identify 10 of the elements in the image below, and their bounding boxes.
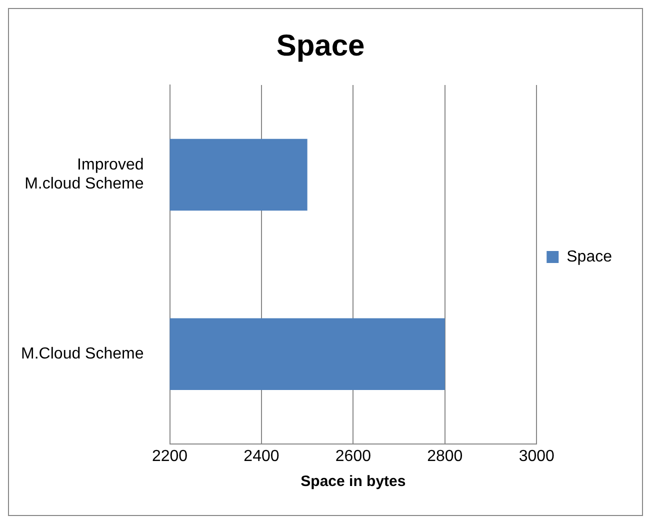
legend-label: Space (566, 248, 612, 266)
x-tick-label: 2800 (427, 448, 463, 465)
x-axis-title: Space in bytes (300, 473, 406, 490)
chart-title: Space (276, 29, 365, 62)
x-tick-label: 2400 (244, 448, 280, 465)
y-tick-label: Improved M.cloud Scheme (24, 156, 144, 193)
x-tick-label: 3000 (518, 448, 555, 465)
y-tick-label: M.Cloud Scheme (21, 346, 144, 363)
x-tick-label: 2200 (152, 448, 188, 465)
x-tick-label: 2600 (335, 448, 372, 465)
